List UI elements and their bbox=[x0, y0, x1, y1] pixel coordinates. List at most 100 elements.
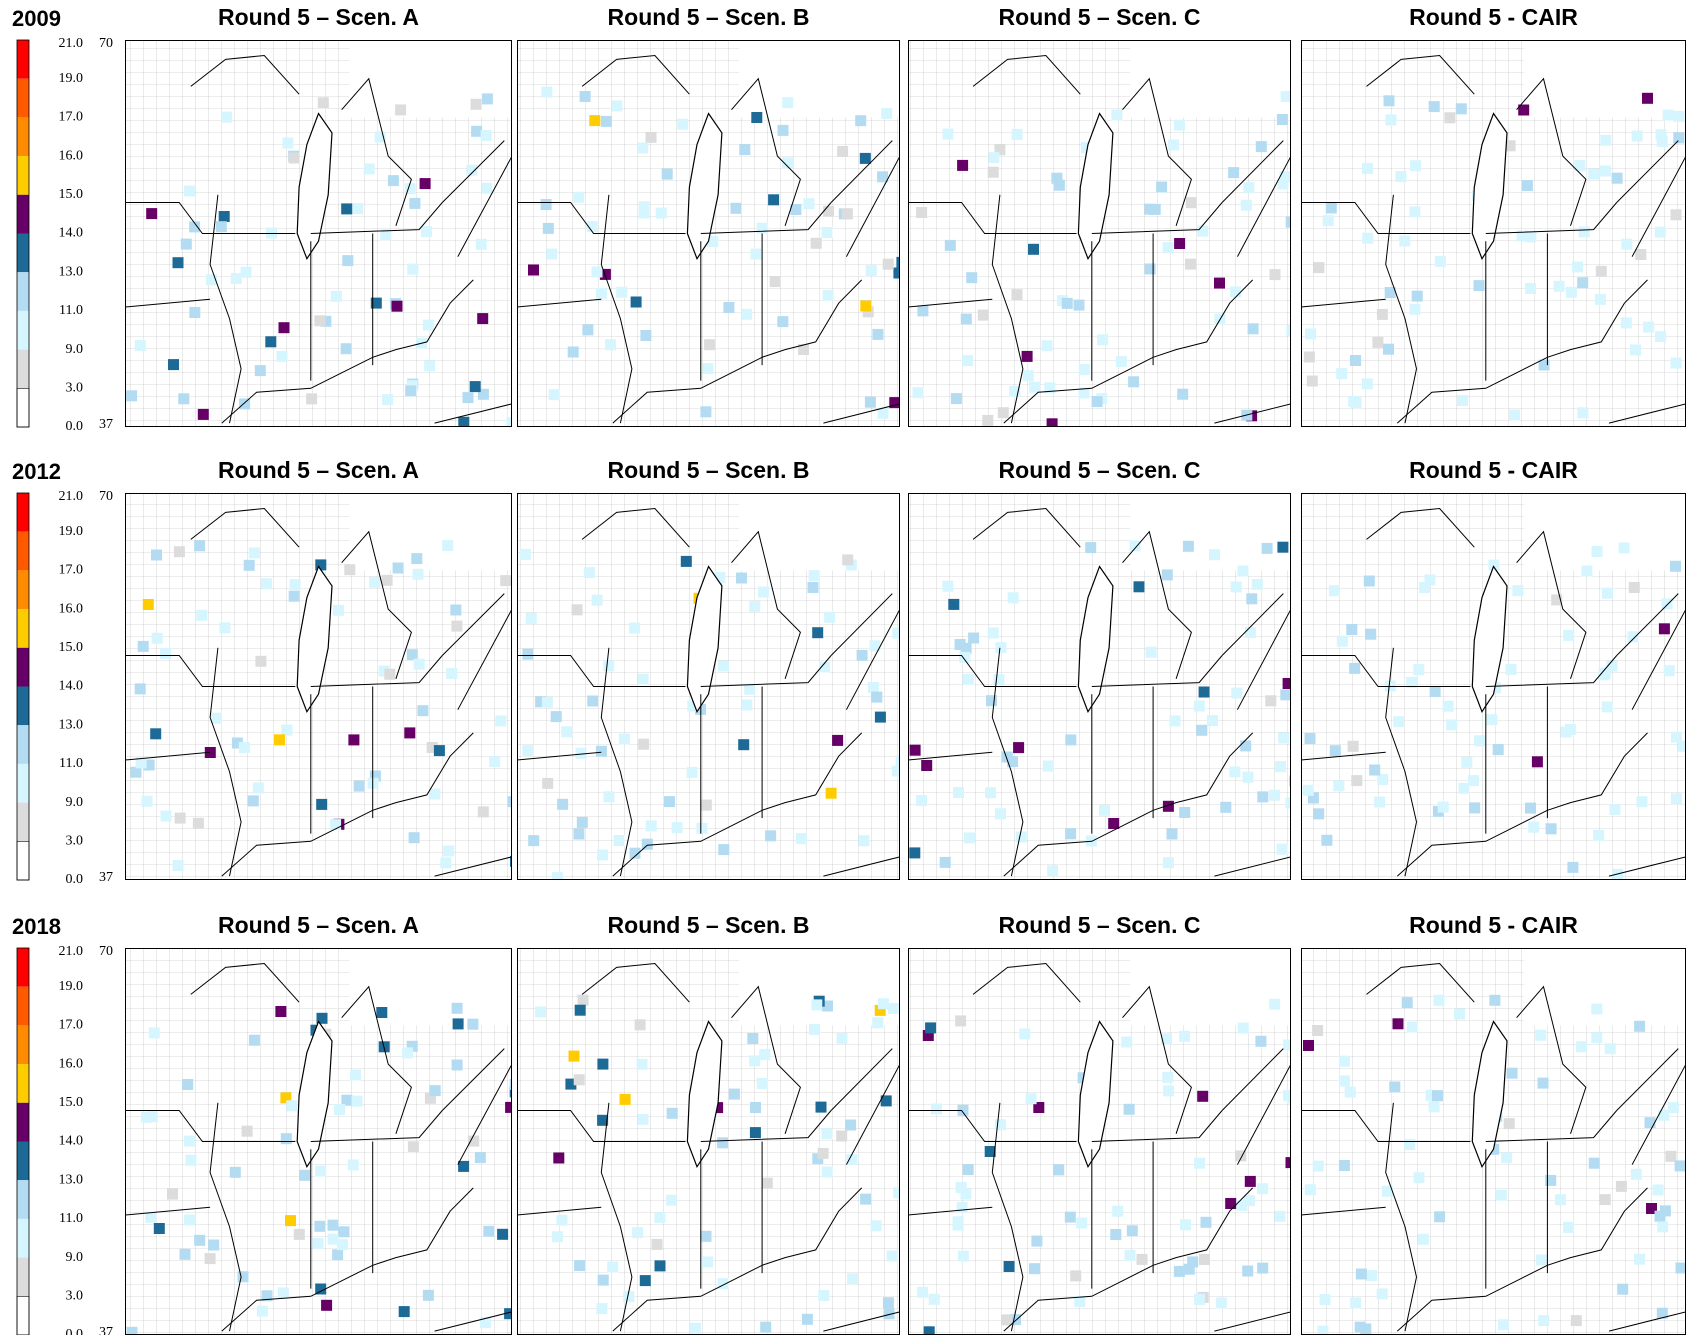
map-cell bbox=[409, 832, 420, 843]
map-cell bbox=[198, 409, 209, 420]
map-cell bbox=[409, 198, 420, 209]
map-cell bbox=[285, 1215, 296, 1226]
canada bbox=[1524, 493, 1686, 570]
map-cell bbox=[313, 1238, 324, 1249]
map-cell bbox=[953, 1216, 964, 1227]
map-cell bbox=[184, 1136, 195, 1147]
map-cell bbox=[413, 569, 424, 580]
map-cell bbox=[289, 153, 300, 164]
map-cell bbox=[1197, 226, 1208, 237]
map-cell bbox=[1278, 178, 1289, 189]
map-cell bbox=[411, 553, 422, 564]
map-cell bbox=[812, 627, 823, 638]
map-cell bbox=[495, 715, 506, 726]
map-cell bbox=[751, 112, 762, 123]
map-cell bbox=[847, 1273, 858, 1284]
map-panel bbox=[125, 493, 521, 880]
map-cell bbox=[1031, 1236, 1042, 1247]
canada bbox=[349, 40, 512, 117]
map-cell bbox=[1468, 775, 1479, 786]
map-cell bbox=[640, 330, 651, 341]
map-cell bbox=[275, 1006, 286, 1017]
map-content bbox=[1301, 40, 1686, 427]
map-cell bbox=[1554, 281, 1565, 292]
panel-title: Round 5 – Scen. B bbox=[608, 457, 810, 483]
map-cell bbox=[450, 605, 461, 616]
map-cell bbox=[1507, 1068, 1518, 1079]
map-cell bbox=[1110, 1229, 1121, 1240]
legend-label: 21.0 bbox=[59, 489, 84, 504]
map-cell bbox=[778, 125, 789, 136]
map-cell bbox=[1374, 797, 1385, 808]
map-cell bbox=[782, 97, 793, 108]
map-cell bbox=[219, 211, 230, 222]
map-cell bbox=[1168, 139, 1179, 150]
map-cell bbox=[255, 365, 266, 376]
map-cell bbox=[167, 1189, 178, 1200]
map-cell bbox=[572, 604, 583, 615]
map-cell bbox=[584, 567, 595, 578]
map-cell bbox=[1493, 744, 1504, 755]
map-cell bbox=[1329, 585, 1340, 596]
map-cell bbox=[526, 613, 537, 624]
canada bbox=[1130, 40, 1291, 117]
map-cell bbox=[429, 789, 440, 800]
map-cell bbox=[1065, 828, 1076, 839]
map-cell bbox=[1012, 129, 1023, 140]
map-cell bbox=[1489, 995, 1500, 1006]
map-cell bbox=[1525, 283, 1536, 294]
panel-title: Round 5 – Scen. B bbox=[608, 4, 810, 30]
map-cell bbox=[758, 587, 769, 598]
legend-label: 19.0 bbox=[59, 979, 84, 994]
map-cell bbox=[1333, 780, 1344, 791]
map-cell bbox=[1362, 233, 1373, 244]
map-cell bbox=[741, 700, 752, 711]
map-cell bbox=[881, 108, 892, 119]
map-cell bbox=[265, 336, 276, 347]
map-cell bbox=[988, 628, 999, 639]
map-cell bbox=[1163, 1085, 1174, 1096]
map-cell bbox=[321, 1300, 332, 1311]
map-cell bbox=[845, 1120, 856, 1131]
map-cell bbox=[1339, 1160, 1350, 1171]
legend-min: 37 bbox=[99, 870, 113, 885]
map-cell bbox=[184, 186, 195, 197]
map-cell bbox=[333, 605, 344, 616]
map-cell bbox=[1323, 215, 1334, 226]
map-cell bbox=[430, 1085, 441, 1096]
map-cell bbox=[477, 313, 488, 324]
legend-swatch bbox=[17, 1025, 29, 1064]
map-cell bbox=[1016, 832, 1027, 843]
map-cell bbox=[1248, 323, 1259, 334]
map-cell bbox=[1163, 242, 1174, 253]
map-cell bbox=[1128, 376, 1139, 387]
map-cell bbox=[522, 745, 533, 756]
map-cell bbox=[1676, 1263, 1686, 1274]
map-cell bbox=[1429, 101, 1440, 112]
legend-swatch bbox=[17, 350, 29, 389]
legend-swatch bbox=[17, 493, 29, 532]
map-cell bbox=[421, 226, 432, 237]
map-cell bbox=[1457, 395, 1468, 406]
map-cell bbox=[221, 112, 232, 123]
map-cell bbox=[1156, 182, 1167, 193]
map-cell bbox=[318, 97, 329, 108]
map-cell bbox=[1241, 200, 1252, 211]
map-cell bbox=[963, 1164, 974, 1175]
map-cell bbox=[640, 1275, 651, 1286]
map-cell bbox=[1576, 1041, 1587, 1052]
map-cell bbox=[1209, 549, 1220, 560]
map-cell bbox=[341, 203, 352, 214]
map-cell bbox=[1275, 761, 1286, 772]
map-cell bbox=[1399, 236, 1410, 247]
map-cell bbox=[1177, 389, 1188, 400]
map-cell bbox=[1655, 331, 1666, 342]
map-cell bbox=[1243, 772, 1254, 783]
map-cell bbox=[910, 745, 921, 756]
map-cell bbox=[1496, 1190, 1507, 1201]
map-cell bbox=[1230, 286, 1241, 297]
map-cell bbox=[1305, 733, 1316, 744]
year-label: 2009 bbox=[12, 6, 61, 31]
map-cell bbox=[331, 291, 342, 302]
map-cell bbox=[443, 846, 454, 857]
